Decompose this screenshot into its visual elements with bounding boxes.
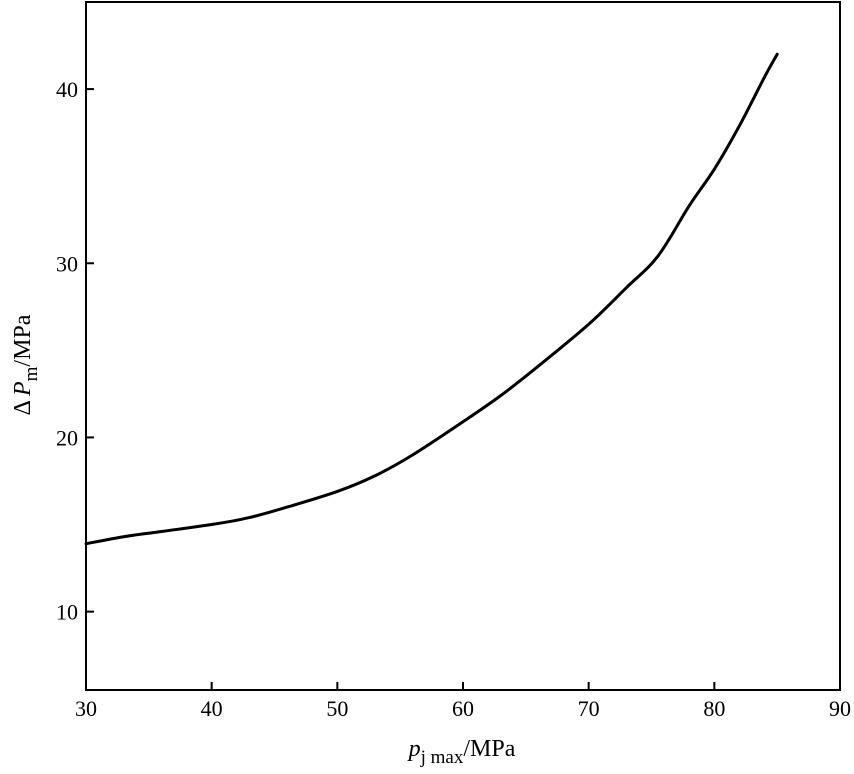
x-tick-label: 50 [326, 696, 348, 721]
x-axis-unit: /MPa [463, 736, 515, 762]
series-line [84, 52, 779, 546]
y-axis-label: ΔPm/MPa [10, 314, 42, 415]
y-tick-label: 30 [56, 251, 78, 276]
x-axis-label: pj max/MPa [407, 736, 516, 768]
y-tick-label: 20 [56, 425, 78, 450]
y-axis-symbol: P [10, 381, 36, 397]
y-axis: 10 20 30 40 [56, 77, 94, 625]
x-axis-subscript: j max [420, 747, 464, 768]
y-axis-unit: /MPa [10, 314, 36, 366]
x-axis: 30 40 50 60 70 80 90 [75, 682, 851, 721]
x-tick-label: 90 [829, 696, 851, 721]
x-tick-label: 70 [578, 696, 600, 721]
x-tick-label: 30 [75, 696, 97, 721]
x-axis-symbol: p [407, 736, 421, 762]
x-tick-label: 60 [452, 696, 474, 721]
x-tick-label: 40 [201, 696, 223, 721]
y-tick-label: 40 [56, 77, 78, 102]
y-axis-prefix: Δ [10, 400, 36, 415]
y-axis-subscript: m [21, 366, 42, 381]
x-tick-label: 80 [703, 696, 725, 721]
plot-frame [85, 1, 841, 691]
y-tick-label: 10 [56, 600, 78, 625]
